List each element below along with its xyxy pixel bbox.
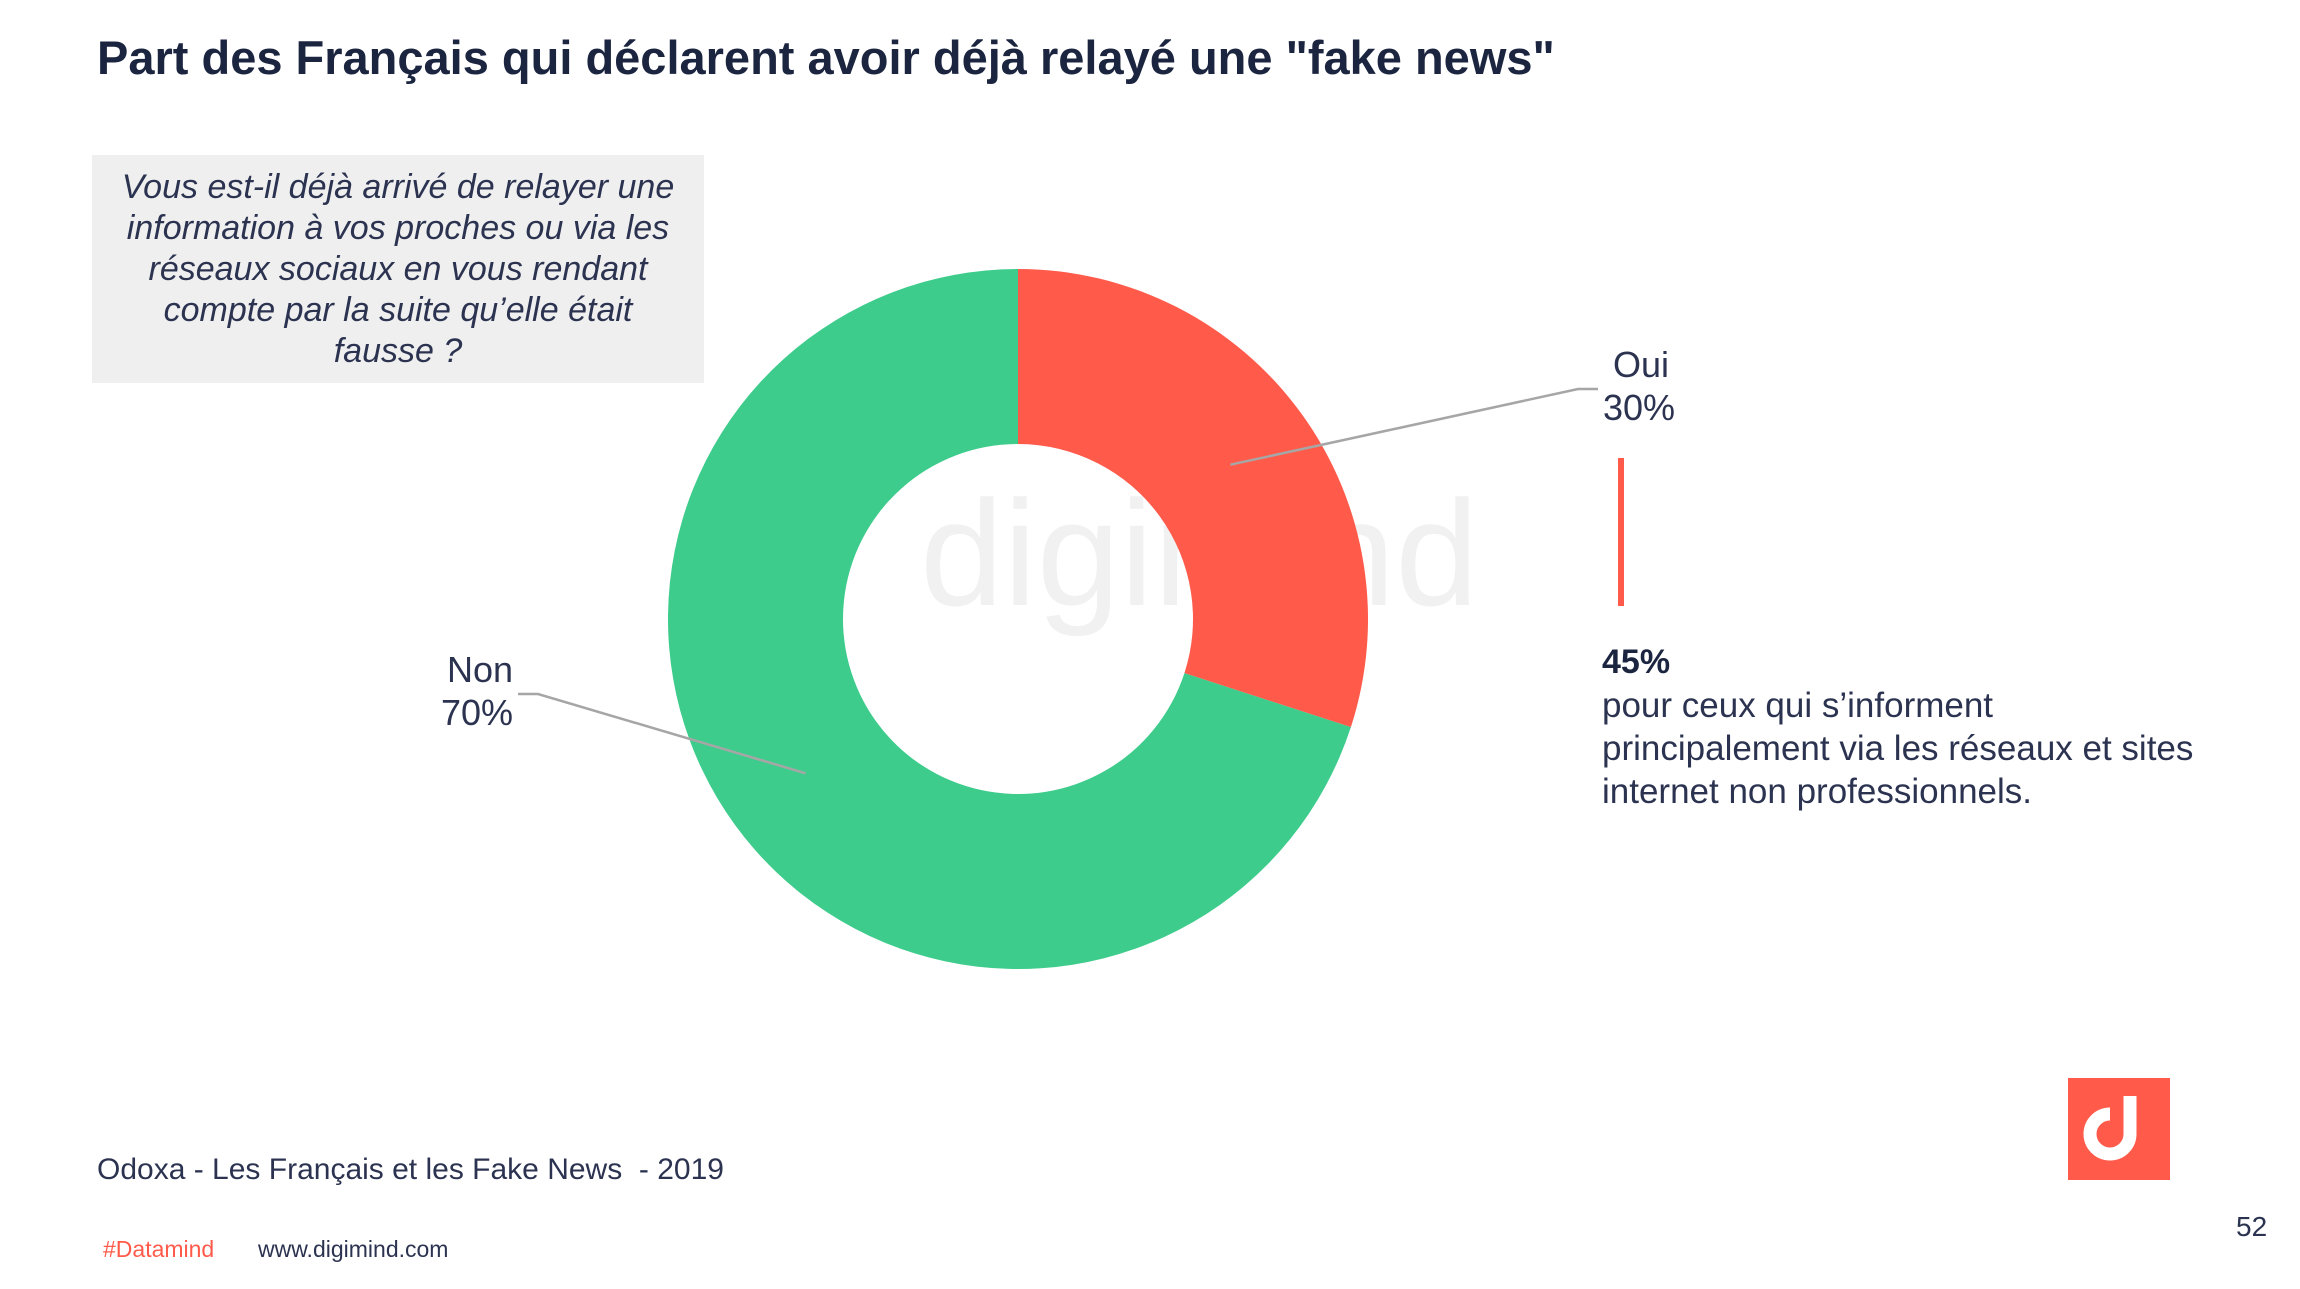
footer-hashtag: #Datamind xyxy=(103,1236,215,1262)
footer-website-link[interactable]: www.digimind.com xyxy=(258,1236,449,1262)
survey-question-box: Vous est-il déjà arrivé de relayer une i… xyxy=(92,155,704,383)
page-title: Part des Français qui déclarent avoir dé… xyxy=(97,31,1555,84)
leader-line-oui xyxy=(1230,387,1598,466)
callout: 45% pour ceux qui s’informent principale… xyxy=(1602,640,2202,813)
slice-label-oui: Oui xyxy=(1613,344,1669,385)
donut-slice-non xyxy=(668,269,1351,969)
source-note: Odoxa - Les Français et les Fake News - … xyxy=(97,1153,724,1186)
slice-value-non: 70% xyxy=(441,692,513,733)
callout-accent-bar xyxy=(1618,458,1624,606)
slice-value-oui: 30% xyxy=(1603,387,1675,428)
page-number: 52 xyxy=(2236,1211,2268,1242)
leader-line-non xyxy=(518,692,806,775)
callout-text: pour ceux qui s’informent principalement… xyxy=(1602,686,2194,811)
slice-label-non: Non xyxy=(447,649,513,690)
digimind-logo-icon xyxy=(2068,1078,2170,1180)
donut-slice-oui xyxy=(1018,269,1369,728)
callout-value: 45% xyxy=(1602,643,1671,681)
